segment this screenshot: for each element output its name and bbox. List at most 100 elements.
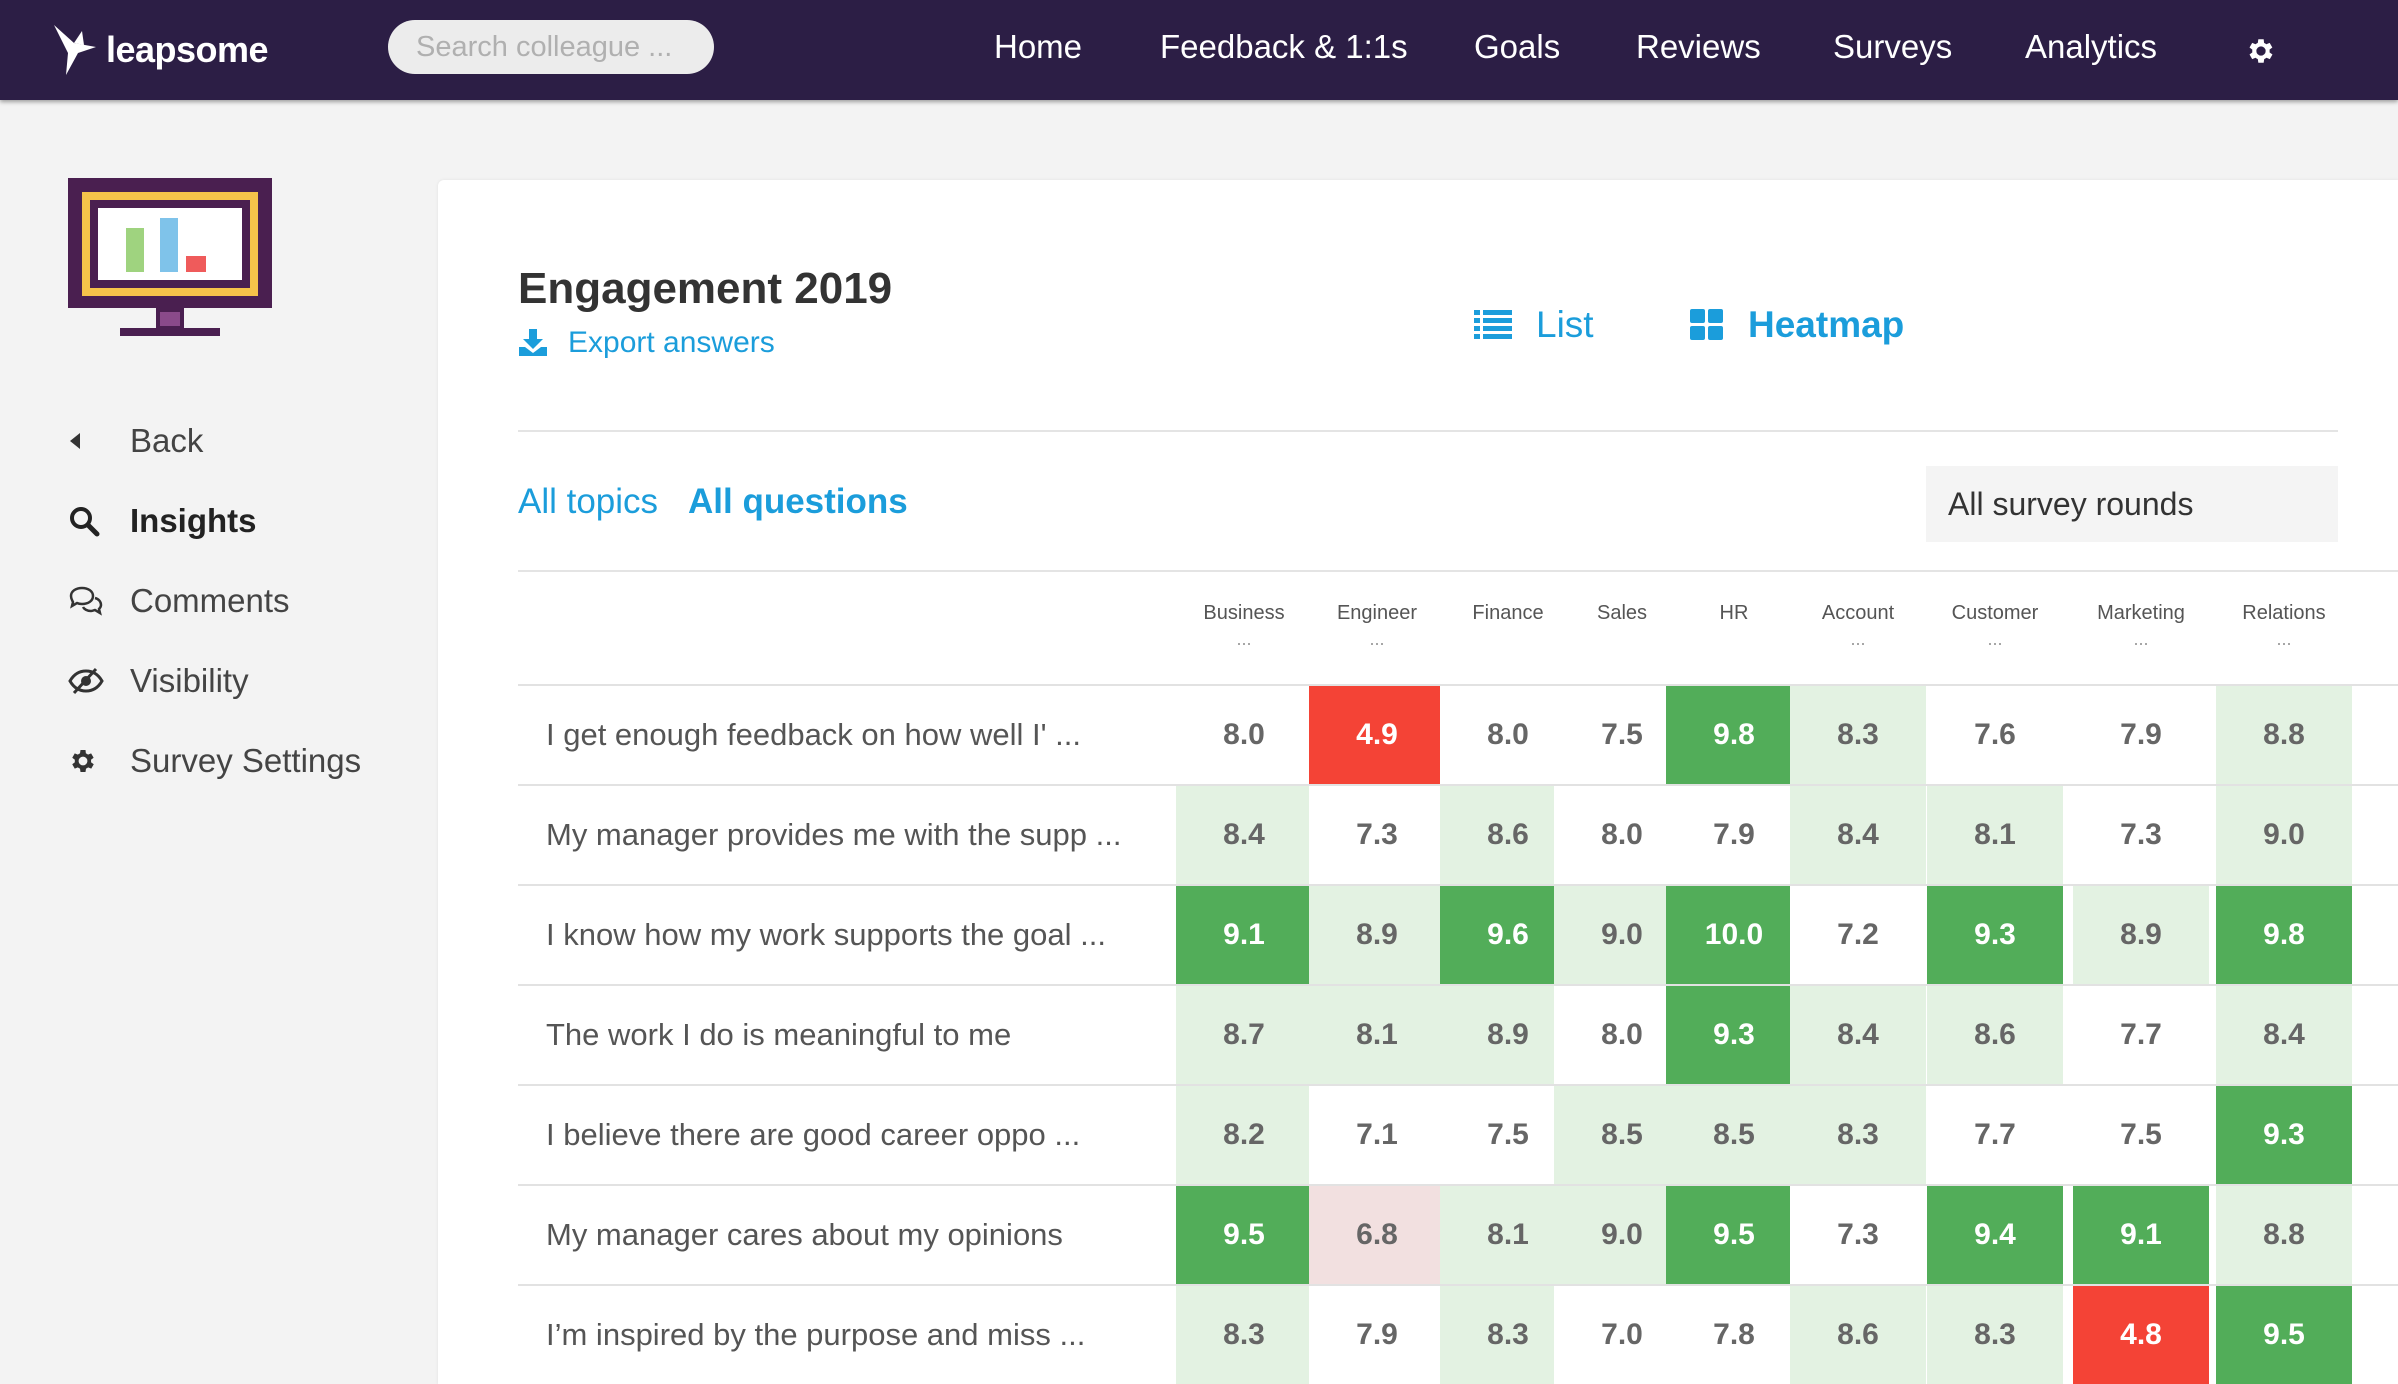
question-label[interactable]: My manager cares about my opinions: [546, 1217, 1063, 1252]
heatmap-cell[interactable]: 7.9: [2073, 686, 2209, 784]
heatmap-cell[interactable]: 9.4: [1927, 1186, 2063, 1284]
heatmap-cell[interactable]: 7.9: [1309, 1286, 1445, 1384]
question-label[interactable]: I’m inspired by the purpose and miss ...: [546, 1317, 1086, 1352]
heatmap-cell[interactable]: 9.3: [1927, 886, 2063, 984]
question-label[interactable]: I get enough feedback on how well I' ...: [546, 717, 1081, 752]
heatmap-cell[interactable]: 7.3: [2073, 786, 2209, 884]
heatmap-cell[interactable]: 4.8: [2073, 1286, 2209, 1384]
sidebar-item-survey-settings[interactable]: Survey Settings: [68, 736, 361, 786]
heatmap-cell[interactable]: 8.4: [1176, 786, 1312, 884]
truncation-dots: ...: [2276, 629, 2292, 649]
column-header[interactable]: Business...: [1174, 600, 1314, 652]
survey-rounds-select[interactable]: All survey rounds: [1926, 466, 2338, 542]
heatmap-cell[interactable]: 8.4: [2216, 986, 2352, 1084]
column-header[interactable]: Engineer...: [1307, 600, 1447, 652]
heatmap-cell[interactable]: 7.3: [1309, 786, 1445, 884]
sidebar-item-back[interactable]: Back: [68, 416, 203, 466]
heatmap-cell[interactable]: 8.7: [1176, 986, 1312, 1084]
heatmap-cell[interactable]: 8.1: [1440, 1186, 1576, 1284]
nav-reviews[interactable]: Reviews: [1636, 28, 1761, 65]
heatmap-cell[interactable]: 8.6: [1790, 1286, 1926, 1384]
list-icon: [1474, 310, 1512, 339]
column-header[interactable]: Relations...: [2214, 600, 2354, 652]
heatmap-cell[interactable]: 8.5: [1666, 1086, 1802, 1184]
column-header[interactable]: Marketing...: [2071, 600, 2211, 652]
heatmap-cell[interactable]: 6.8: [1309, 1186, 1445, 1284]
heatmap-cell[interactable]: 8.4: [1790, 986, 1926, 1084]
heatmap-view-button[interactable]: Heatmap: [1690, 304, 1904, 346]
heatmap-cell[interactable]: 8.9: [1309, 886, 1445, 984]
heatmap-cell[interactable]: 8.4: [1790, 786, 1926, 884]
nav-surveys[interactable]: Surveys: [1833, 28, 1953, 65]
heatmap-cell[interactable]: 8.1: [1309, 986, 1445, 1084]
question-label[interactable]: I believe there are good career oppo ...: [546, 1117, 1081, 1152]
heatmap-cell[interactable]: 7.5: [2073, 1086, 2209, 1184]
sidebar-item-label: Comments: [130, 582, 290, 619]
nav-goals[interactable]: Goals: [1474, 28, 1561, 65]
heatmap-cell[interactable]: 7.1: [1309, 1086, 1445, 1184]
nav-analytics[interactable]: Analytics: [2025, 28, 2158, 65]
heatmap-cell[interactable]: 8.8: [2216, 686, 2352, 784]
heatmap-cell[interactable]: 9.5: [1176, 1186, 1312, 1284]
nav-home[interactable]: Home: [994, 28, 1083, 65]
heatmap-cell[interactable]: 8.8: [2216, 1186, 2352, 1284]
leapsome-logo[interactable]: leapsome: [52, 22, 269, 78]
sidebar-item-comments[interactable]: Comments: [68, 576, 290, 626]
heatmap-cell[interactable]: 8.2: [1176, 1086, 1312, 1184]
heatmap-cell[interactable]: 9.5: [2216, 1286, 2352, 1384]
heatmap-cell[interactable]: 9.8: [1666, 686, 1802, 784]
heatmap-cell[interactable]: 8.6: [1927, 986, 2063, 1084]
heatmap-cell[interactable]: 8.3: [1440, 1286, 1576, 1384]
heatmap-cell[interactable]: 7.7: [2073, 986, 2209, 1084]
export-answers-link[interactable]: Export answers: [518, 326, 775, 360]
heatmap-cell[interactable]: 7.2: [1790, 886, 1926, 984]
nav-feedback[interactable]: Feedback & 1:1s: [1160, 28, 1408, 65]
column-header[interactable]: HR: [1664, 600, 1804, 626]
heatmap-cell[interactable]: 9.5: [1666, 1186, 1802, 1284]
heatmap-cell[interactable]: 7.5: [1440, 1086, 1576, 1184]
heatmap-cell[interactable]: 8.3: [1790, 1086, 1926, 1184]
heatmap-cell[interactable]: 7.9: [1666, 786, 1802, 884]
column-header[interactable]: Sales: [1552, 600, 1692, 626]
heatmap-cell[interactable]: 4.9: [1309, 686, 1445, 784]
heatmap-cell[interactable]: 8.3: [1176, 1286, 1312, 1384]
heatmap-cell[interactable]: 7.6: [1927, 686, 2063, 784]
heatmap-cell[interactable]: 9.6: [1440, 886, 1576, 984]
question-label[interactable]: My manager provides me with the supp ...: [546, 817, 1122, 852]
bird-logo-icon: [54, 25, 96, 75]
question-label[interactable]: I know how my work supports the goal ...: [546, 917, 1106, 952]
download-icon: [519, 329, 547, 356]
gear-icon[interactable]: [2245, 35, 2277, 67]
heatmap-cell[interactable]: 9.1: [2073, 1186, 2209, 1284]
heatmap-cell[interactable]: 9.3: [2216, 1086, 2352, 1184]
column-header[interactable]: Account...: [1788, 600, 1928, 652]
question-label[interactable]: The work I do is meaningful to me: [546, 1017, 1012, 1052]
heatmap-cell[interactable]: 8.0: [1176, 686, 1312, 784]
heatmap-cell[interactable]: 8.6: [1440, 786, 1576, 884]
heatmap-cell[interactable]: 8.3: [1927, 1286, 2063, 1384]
column-header[interactable]: Customer...: [1925, 600, 2065, 652]
heatmap-cell[interactable]: 9.0: [2216, 786, 2352, 884]
heatmap-cell[interactable]: 8.9: [1440, 986, 1576, 1084]
divider: [518, 570, 2398, 572]
sidebar-item-insights[interactable]: Insights: [68, 496, 257, 546]
tab-all-questions[interactable]: All questions: [688, 482, 908, 521]
heatmap-cell[interactable]: 8.0: [1440, 686, 1576, 784]
column-header[interactable]: Finance: [1438, 600, 1578, 626]
heatmap-cell[interactable]: 7.8: [1666, 1286, 1802, 1384]
heatmap-cell[interactable]: 7.7: [1927, 1086, 2063, 1184]
heatmap-cell[interactable]: 8.1: [1927, 786, 2063, 884]
table-row: I’m inspired by the purpose and miss ...…: [518, 1284, 2398, 1384]
truncation-dots: ...: [2133, 629, 2149, 649]
sidebar-item-visibility[interactable]: Visibility: [68, 656, 249, 706]
tab-all-topics[interactable]: All topics: [518, 482, 659, 521]
heatmap-cell[interactable]: 8.3: [1790, 686, 1926, 784]
heatmap-cell[interactable]: 8.9: [2073, 886, 2209, 984]
list-view-button[interactable]: List: [1474, 304, 1594, 346]
search-colleague-input[interactable]: [388, 20, 714, 74]
heatmap-cell[interactable]: 9.1: [1176, 886, 1312, 984]
heatmap-cell[interactable]: 10.0: [1666, 886, 1802, 984]
heatmap-cell[interactable]: 9.8: [2216, 886, 2352, 984]
heatmap-cell[interactable]: 9.3: [1666, 986, 1802, 1084]
heatmap-cell[interactable]: 7.3: [1790, 1186, 1926, 1284]
